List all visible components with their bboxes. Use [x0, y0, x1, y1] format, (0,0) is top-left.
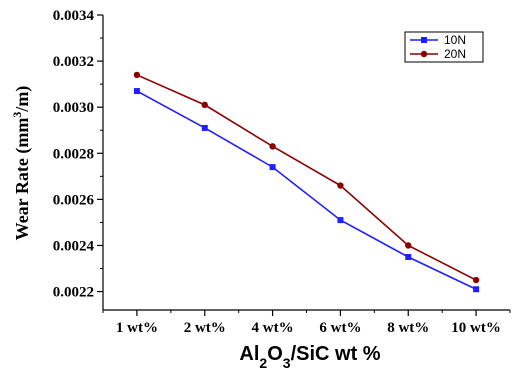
- data-point: [405, 253, 412, 260]
- x-tick-label: 8 wt%: [387, 320, 429, 336]
- y-tick-label: 0.0022: [53, 285, 94, 301]
- data-point: [472, 276, 480, 284]
- x-tick-label: 2 wt%: [184, 320, 226, 336]
- y-tick-label: 0.0030: [53, 100, 94, 116]
- x-tick-label: 10 wt%: [451, 320, 501, 336]
- x-tick-label: 6 wt%: [319, 320, 361, 336]
- series-layer: [133, 71, 480, 293]
- series-10N: [133, 88, 480, 293]
- data-point: [269, 164, 276, 171]
- y-axis-title: Wear Rate (mm3/m): [10, 86, 33, 241]
- series-20N: [133, 71, 480, 284]
- legend-box: [404, 31, 484, 63]
- y-tick-label: 0.0028: [53, 146, 94, 162]
- axes: 0.0022 0.0024 0.0026 0.0028 0.0030 0.0032 0.00…: [53, 8, 511, 336]
- data-point: [201, 124, 208, 131]
- y-axis-title-sup: 3: [10, 112, 24, 118]
- legend-marker: [420, 50, 428, 58]
- data-point: [133, 71, 141, 79]
- legend-label: 20N: [444, 47, 466, 61]
- x-axis-title: Al2O3/SiC wt %: [239, 343, 380, 368]
- data-point: [473, 286, 480, 293]
- data-point: [269, 143, 276, 150]
- data-point: [201, 101, 208, 109]
- legend-label: 10N: [444, 33, 466, 47]
- y-tick-label: 0.0032: [53, 54, 94, 70]
- data-point: [405, 242, 412, 249]
- series-line: [136, 90, 477, 290]
- y-tick-label: 0.0026: [53, 192, 95, 208]
- y-tick-label: 0.0034: [53, 8, 95, 24]
- data-point: [337, 182, 344, 189]
- y-tick-label: 0.0024: [53, 238, 95, 254]
- data-point: [133, 88, 140, 95]
- data-point: [337, 217, 344, 224]
- x-tick-label: 4 wt%: [252, 320, 294, 336]
- series-line: [136, 74, 477, 281]
- x-tick-label: 1 wt%: [116, 320, 158, 336]
- legend-marker: [421, 37, 427, 43]
